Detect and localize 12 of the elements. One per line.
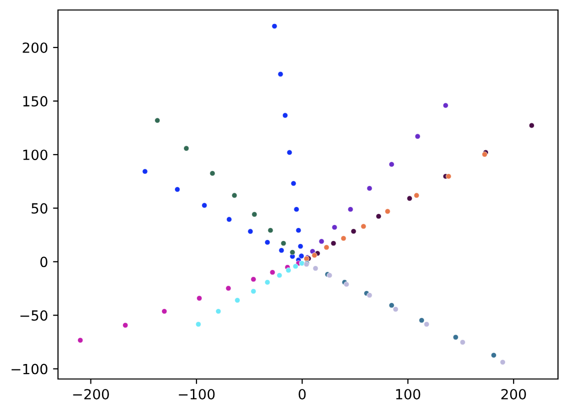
- y-tick-label: 150: [23, 96, 48, 107]
- y-tick-label: 100: [23, 150, 48, 160]
- x-tick-label: 0: [298, 388, 306, 400]
- x-tick-label: −100: [178, 388, 215, 400]
- y-tick-label: −50: [20, 310, 48, 321]
- x-tick-label: 200: [501, 388, 526, 400]
- y-tick-label: 50: [32, 203, 48, 214]
- y-tick-label: −100: [12, 364, 48, 374]
- y-tick-label: 200: [22, 42, 48, 53]
- x-tick-label: 100: [396, 388, 420, 400]
- y-tick-label: 0: [40, 256, 48, 268]
- x-tick-label: −200: [73, 388, 109, 400]
